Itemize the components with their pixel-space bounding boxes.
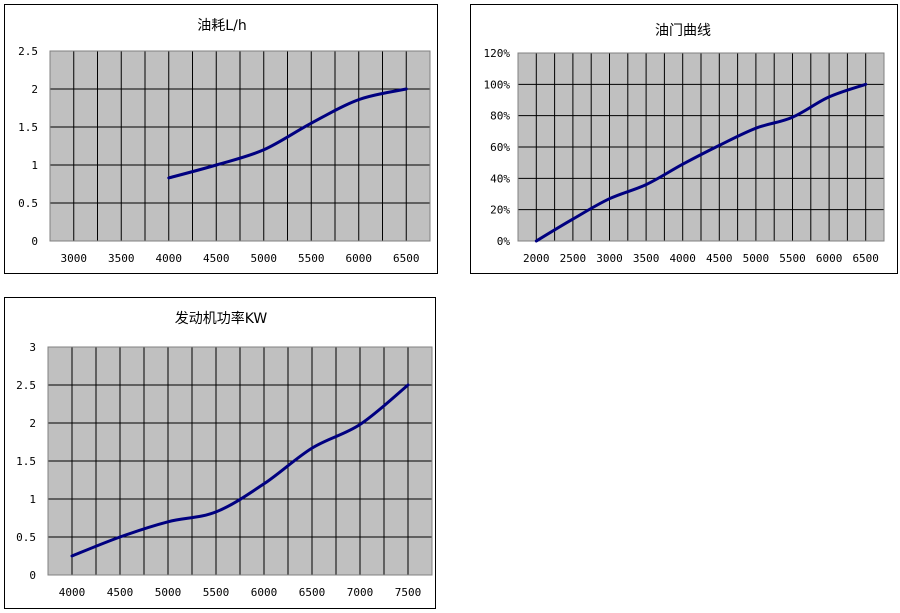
x-tick-label: 5500	[298, 252, 325, 265]
y-tick-label: 60%	[490, 141, 510, 154]
engine-power-chart: 发动机功率KW 0 0.5 1 1.5 2 2.5 3 4000 4500 5000 5500 600…	[4, 297, 436, 609]
y-tick-label: 1	[31, 159, 38, 172]
x-tick-label: 7000	[347, 586, 374, 599]
throttle-curve-chart-svg: 油门曲线 0% 20% 40% 60% 80% 100% 120% 2000 2500 3000 3…	[484, 23, 885, 265]
x-tick-label: 5500	[203, 586, 230, 599]
plot-border	[47, 346, 433, 576]
x-tick-label: 6000	[346, 252, 373, 265]
y-tick-label: 0.5	[18, 197, 38, 210]
x-tick-label: 6000	[816, 252, 843, 265]
x-tick-label: 6500	[852, 252, 879, 265]
y-tick-label: 1.5	[18, 121, 38, 134]
y-tick-label: 2.5	[16, 379, 36, 392]
y-tick-label: 120%	[484, 47, 511, 60]
x-tick-label: 5000	[743, 252, 770, 265]
chart-title: 发动机功率KW	[175, 310, 268, 327]
x-tick-label: 6000	[251, 586, 278, 599]
y-tick-label: 1.5	[16, 455, 36, 468]
x-tick-label: 6500	[299, 586, 326, 599]
series-line	[534, 82, 868, 243]
chart-title: 油门曲线	[655, 23, 711, 39]
y-tick-label: 1	[29, 493, 36, 506]
x-tick-label: 4500	[203, 252, 230, 265]
x-tick-label: 2500	[560, 252, 587, 265]
x-tick-label: 4000	[156, 252, 183, 265]
series-line	[70, 383, 410, 558]
y-tick-label: 0	[31, 235, 38, 248]
x-tick-label: 4000	[59, 586, 86, 599]
x-tick-label: 4500	[706, 252, 733, 265]
x-tick-label: 3000	[61, 252, 88, 265]
throttle-curve-chart: 油门曲线 0% 20% 40% 60% 80% 100% 120% 2000 2500 3000 3…	[470, 4, 898, 274]
fuel-consumption-chart: 油耗L/h 0 0.5 1 1.5 2 2.5 3000 3500 4000 4500 5000 55…	[4, 4, 438, 274]
engine-power-chart-svg: 发动机功率KW 0 0.5 1 1.5 2 2.5 3 4000 4500 5000 5500 600…	[16, 310, 433, 599]
y-tick-label: 20%	[490, 204, 510, 217]
x-tick-label: 5000	[251, 252, 278, 265]
x-tick-label: 4500	[107, 586, 134, 599]
series-line	[167, 87, 408, 180]
chart-title: 油耗L/h	[197, 18, 246, 34]
y-tick-label: 2	[31, 83, 38, 96]
y-tick-label: 40%	[490, 172, 510, 185]
y-tick-label: 3	[29, 341, 36, 354]
fuel-consumption-chart-svg: 油耗L/h 0 0.5 1 1.5 2 2.5 3000 3500 4000 4500 5000 55…	[18, 18, 431, 265]
x-tick-label: 3500	[108, 252, 135, 265]
y-tick-label: 2	[29, 417, 36, 430]
plot-border	[49, 50, 431, 242]
y-tick-label: 100%	[484, 78, 511, 91]
x-tick-label: 5500	[779, 252, 806, 265]
x-tick-label: 2000	[523, 252, 550, 265]
x-tick-label: 5000	[155, 586, 182, 599]
y-tick-label: 0.5	[16, 531, 36, 544]
x-tick-label: 4000	[669, 252, 696, 265]
plot-border	[517, 52, 885, 242]
y-tick-label: 0%	[497, 235, 511, 248]
x-tick-label: 3000	[596, 252, 623, 265]
y-tick-label: 2.5	[18, 45, 38, 58]
x-tick-label: 3500	[633, 252, 660, 265]
x-tick-label: 6500	[393, 252, 420, 265]
y-tick-label: 80%	[490, 110, 510, 123]
y-tick-label: 0	[29, 569, 36, 582]
x-tick-label: 7500	[395, 586, 422, 599]
